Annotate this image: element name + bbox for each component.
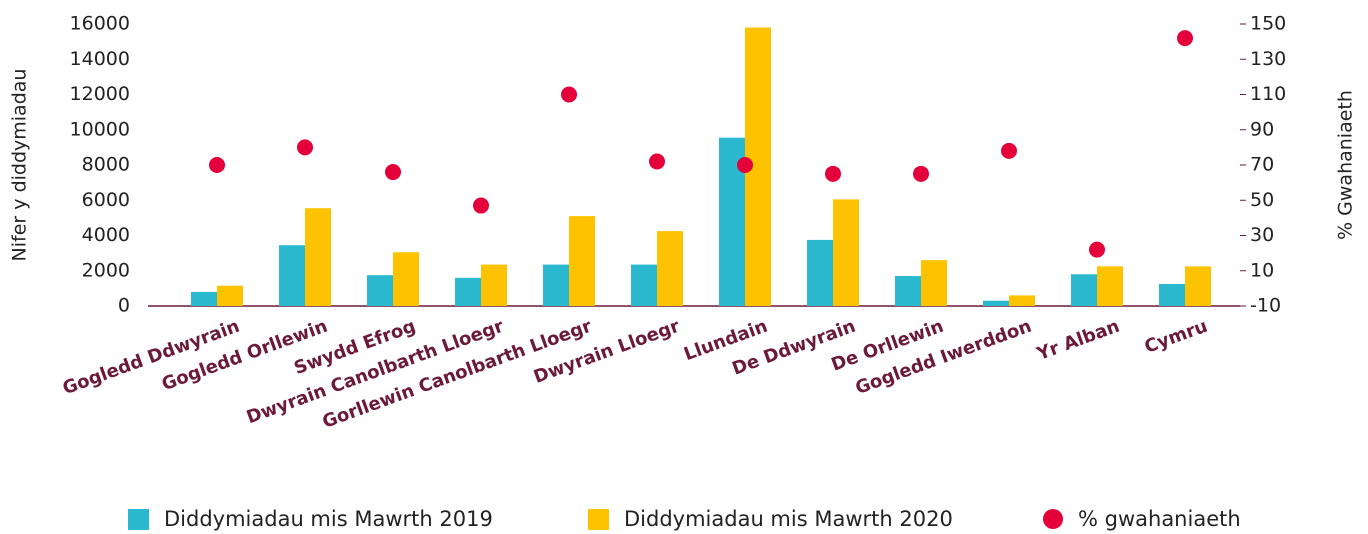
legend-marker	[588, 509, 609, 530]
point	[1001, 142, 1017, 159]
y2-tick-label: 50	[1250, 189, 1274, 211]
x-tick-label: Yr Alban	[1033, 316, 1122, 366]
bar	[481, 264, 507, 306]
point	[1089, 241, 1105, 258]
y-tick-label: 16000	[70, 13, 130, 35]
x-tick-label: Cymru	[1142, 316, 1211, 358]
y2-tick-label: 150	[1250, 13, 1286, 35]
bar	[543, 264, 569, 306]
point	[473, 197, 489, 214]
bar	[833, 199, 859, 306]
point	[385, 164, 401, 181]
y2-tick-label: 130	[1250, 48, 1286, 70]
y2-tick-label: 70	[1250, 154, 1274, 176]
legend-label: Diddymiadau mis Mawrth 2020	[624, 507, 953, 531]
bar	[191, 291, 217, 306]
y2-axis-title: % Gwahaniaeth	[1335, 90, 1357, 240]
y2-tick-label: -10	[1250, 295, 1281, 317]
bar	[217, 285, 243, 306]
bar	[279, 245, 305, 306]
x-tick-label: Dwyrain Lloegr	[531, 316, 683, 388]
bar	[921, 260, 947, 306]
y-tick-label: 8000	[82, 154, 130, 176]
legend-marker	[128, 509, 149, 530]
bar	[1185, 266, 1211, 306]
point	[297, 139, 313, 156]
point	[209, 157, 225, 173]
y2-tick-label: 90	[1250, 118, 1274, 140]
point	[1177, 30, 1193, 47]
bar	[367, 275, 393, 306]
bar	[983, 300, 1009, 306]
y-tick-label: 14000	[70, 48, 130, 70]
y-tick-label: 2000	[82, 259, 130, 281]
point	[561, 86, 577, 103]
bar	[1071, 274, 1097, 306]
point	[649, 153, 665, 170]
point	[913, 165, 929, 182]
point	[825, 165, 841, 182]
y-tick-label: 0	[118, 295, 130, 317]
bar	[455, 277, 481, 306]
bar	[1159, 283, 1185, 306]
bar	[657, 231, 683, 306]
legend-marker	[1043, 509, 1063, 529]
bar	[393, 252, 419, 306]
y2-tick-label: 10	[1250, 259, 1274, 281]
legend-label: Diddymiadau mis Mawrth 2019	[164, 507, 493, 531]
bar	[631, 264, 657, 306]
bar	[1009, 295, 1035, 306]
y-axis-title: Nifer y diddymiadau	[9, 69, 31, 262]
bar	[569, 216, 595, 306]
y2-tick-label: 30	[1250, 224, 1274, 246]
y-tick-label: 12000	[70, 83, 130, 105]
legend-label: % gwahaniaeth	[1078, 507, 1241, 531]
bar	[305, 208, 331, 306]
y-tick-label: 4000	[82, 224, 130, 246]
y-tick-label: 6000	[82, 189, 130, 211]
y2-tick-label: 110	[1250, 83, 1286, 105]
bar	[1097, 266, 1123, 306]
point	[737, 157, 753, 173]
bar	[807, 239, 833, 306]
bar	[895, 276, 921, 306]
y-tick-label: 10000	[70, 118, 130, 140]
